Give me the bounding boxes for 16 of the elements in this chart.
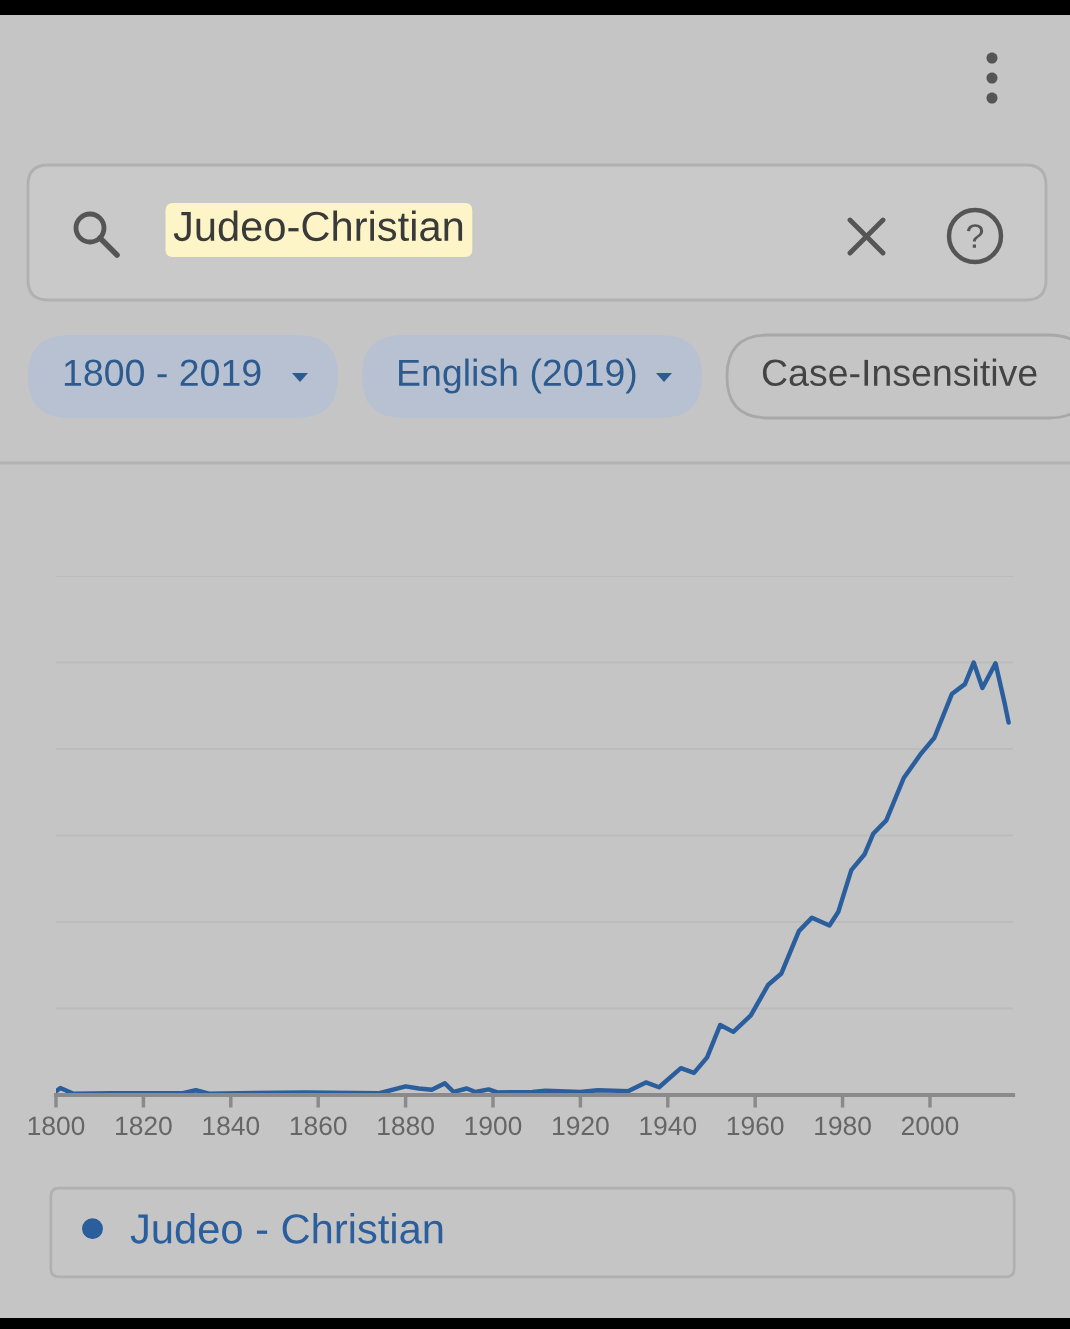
text: English (2019) (399, 358, 636, 394)
chart-title: Judeo-Christian (173, 210, 463, 242)
x-tick-label: 1800 (28, 1116, 85, 1136)
x-tick-label: 1880 (378, 1116, 434, 1136)
text: Case-Insensitive (762, 358, 1037, 387)
legend-label: Judeo - Christian (130, 1213, 443, 1244)
x-tick-label: 2000 (901, 1116, 959, 1136)
x-tick-label: 1820 (116, 1116, 172, 1136)
x-tick-label: 1980 (815, 1116, 871, 1136)
x-tick-label: 1920 (553, 1116, 609, 1136)
x-tick-label: 1940 (640, 1116, 697, 1136)
x-tick-label: 1900 (465, 1116, 522, 1136)
x-tick-label: 1840 (203, 1116, 260, 1136)
x-tick-label: 1860 (290, 1116, 347, 1136)
x-tick-label: 1960 (727, 1116, 784, 1136)
text: 1800 - 2019 (64, 359, 261, 387)
